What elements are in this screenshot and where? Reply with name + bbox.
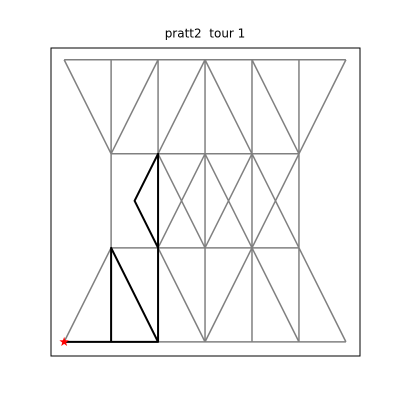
- tour: [64, 152, 160, 343]
- edge: [157, 59, 206, 155]
- edge: [204, 247, 253, 343]
- start-marker: [59, 336, 69, 346]
- edge: [157, 153, 206, 249]
- axes-frame: [50, 47, 361, 357]
- edge: [251, 59, 300, 155]
- edge: [63, 247, 112, 343]
- edge: [298, 59, 347, 155]
- edge: [204, 153, 253, 249]
- edge: [63, 59, 112, 155]
- edge: [157, 247, 206, 343]
- edge: [298, 247, 347, 343]
- edge: [251, 247, 300, 343]
- chart-title: pratt2 tour 1: [165, 27, 246, 41]
- edge: [110, 59, 159, 155]
- edge: [251, 153, 300, 249]
- edge: [204, 59, 253, 155]
